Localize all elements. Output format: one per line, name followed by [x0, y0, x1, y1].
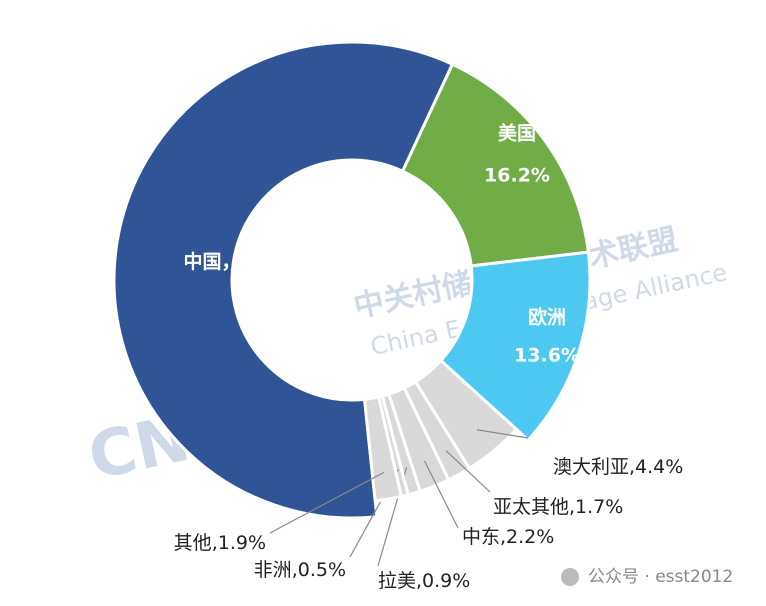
category-label: 非洲: [254, 559, 292, 581]
slice-label: 其他,1.9%: [174, 532, 266, 554]
slice-label: 中国，58.6%: [184, 250, 307, 273]
pie: 中国，58.6% 美国 16.2% 欧洲 13.6% 澳大利亚,4.4% 亚太其他,1.7%…: [112, 40, 683, 592]
slice: [400, 62, 591, 268]
value-label: 16.2%: [484, 165, 550, 187]
category-label: 其他: [174, 532, 212, 554]
leader-line: [269, 471, 385, 534]
footer-icon: [561, 568, 579, 586]
category-label: 美国: [498, 122, 536, 145]
value-label: 13.6%: [514, 345, 580, 367]
leader-line: [445, 450, 491, 493]
value-label: ,0.9%: [416, 570, 470, 592]
slice-label: 非洲,0.5%: [254, 559, 346, 581]
category-label: 亚太其他: [493, 496, 569, 518]
category-label: 中东: [462, 526, 500, 548]
category-label: 拉美: [378, 570, 416, 592]
footer: 公众号 · esst2012: [588, 567, 733, 587]
value-label: ,1.9%: [212, 532, 266, 554]
slice: [362, 395, 404, 503]
slice: [112, 40, 455, 520]
leader-line: [476, 429, 529, 439]
value-label: ,2.2%: [500, 526, 554, 548]
value-label: ,4.4%: [629, 456, 683, 478]
category-label: 澳大利亚: [553, 456, 629, 478]
value-label: ，58.6%: [222, 251, 307, 273]
value-label: ,0.5%: [292, 559, 346, 581]
value-label: ,1.7%: [569, 496, 623, 518]
category-label: 欧洲: [528, 306, 566, 329]
slice-label: 中东,2.2%: [462, 526, 554, 548]
leader-line: [424, 460, 459, 529]
slice-label: 拉美,0.9%: [378, 570, 470, 592]
category-label: 中国: [184, 250, 222, 273]
slice-label: 亚太其他,1.7%: [493, 496, 623, 518]
slice-label: 澳大利亚,4.4%: [553, 456, 683, 478]
